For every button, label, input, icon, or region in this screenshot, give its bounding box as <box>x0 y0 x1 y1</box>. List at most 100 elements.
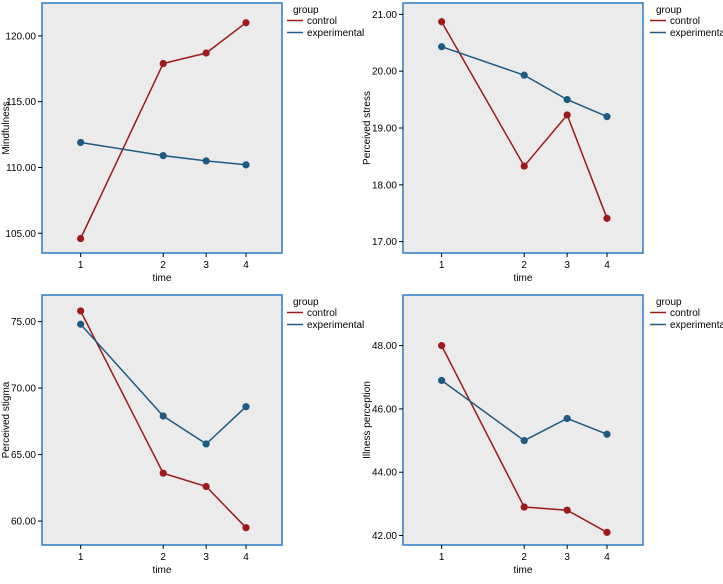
data-point-experimental <box>603 113 611 121</box>
data-point-experimental <box>242 403 250 411</box>
data-point-control <box>202 49 210 57</box>
x-tick-label: 4 <box>604 260 610 271</box>
chart-panel-1: 105.00 110.00 115.00 120.00 1 2 3 4 time Mindfuln… <box>1 2 364 284</box>
data-point-experimental <box>603 430 611 438</box>
x-tick-label: 2 <box>521 260 527 271</box>
data-point-control <box>202 482 210 491</box>
data-point-control <box>77 234 85 243</box>
y-tick-label: 46.00 <box>372 404 397 415</box>
data-point-experimental <box>242 161 250 169</box>
data-point-control <box>520 162 528 170</box>
data-point-experimental <box>438 43 446 51</box>
legend-label-experimental: experimental <box>670 320 723 331</box>
data-point-experimental <box>520 436 528 445</box>
legend-label-control: control <box>670 16 700 27</box>
legend-label-control: control <box>307 308 337 319</box>
x-tick-label: 1 <box>78 552 84 563</box>
y-tick-label: 65.00 <box>11 450 36 461</box>
legend-label-experimental: experimental <box>670 28 723 39</box>
data-point-control <box>77 307 85 315</box>
y-axis-label: Perceived stigma <box>1 381 12 458</box>
data-point-experimental <box>77 138 85 147</box>
y-tick-label: 48.00 <box>372 341 397 352</box>
series-line-control <box>440 21 608 219</box>
x-tick-label: 1 <box>439 260 445 271</box>
y-tick-label: 110.00 <box>6 163 36 174</box>
x-tick-label: 3 <box>203 260 209 271</box>
data-point-control <box>603 528 611 536</box>
data-point-experimental <box>202 440 210 448</box>
data-point-experimental <box>202 157 210 165</box>
y-axis-label: Illness perception <box>362 381 373 459</box>
x-tick-label: 2 <box>521 552 527 563</box>
y-tick-label: 75.00 <box>11 317 36 328</box>
chart-panel-4: 42.00 44.00 46.00 48.00 1 2 3 4 time Illness perc… <box>362 294 723 576</box>
data-point-control <box>159 469 167 477</box>
y-tick-label: 18.00 <box>372 180 397 191</box>
legend-label-experimental: experimental <box>307 28 364 39</box>
y-tick-label: 70.00 <box>11 384 36 395</box>
series-line-experimental <box>80 141 247 166</box>
data-point-control <box>603 214 611 222</box>
data-point-control <box>520 503 528 511</box>
y-tick-label: 60.00 <box>11 517 36 528</box>
y-tick-label: 17.00 <box>372 237 397 248</box>
x-tick-label: 2 <box>160 260 166 271</box>
series-line-experimental <box>441 45 608 118</box>
y-tick-label: 115.00 <box>6 97 36 108</box>
x-tick-label: 4 <box>604 552 610 563</box>
data-point-experimental <box>159 412 167 420</box>
legend-title: group <box>656 297 682 308</box>
legend-title: group <box>656 5 682 16</box>
series-line-experimental <box>80 323 247 445</box>
data-point-experimental <box>520 71 528 79</box>
legend-label-experimental: experimental <box>307 320 364 331</box>
x-axis-label: time <box>514 273 533 284</box>
legend-label-control: control <box>670 308 700 319</box>
y-axis-label: Perceived stress <box>362 91 373 165</box>
x-axis-label: time <box>514 565 533 576</box>
data-point-control <box>563 506 571 514</box>
x-tick-label: 1 <box>78 260 84 271</box>
x-tick-label: 2 <box>160 552 166 563</box>
legend-title: group <box>293 5 319 16</box>
data-point-experimental <box>563 95 571 104</box>
y-tick-label: 42.00 <box>372 531 397 542</box>
data-point-experimental <box>159 152 167 160</box>
series-line-control <box>79 310 247 529</box>
series-line-experimental <box>441 379 608 442</box>
x-tick-label: 4 <box>243 552 249 563</box>
y-axis-label: Mindfulness <box>1 101 12 154</box>
y-tick-label: 21.00 <box>372 10 397 21</box>
series-line-control <box>440 345 608 533</box>
chart-panel-2: 17.00 18.00 19.00 20.00 21.00 1 2 3 4 time Perceiv… <box>362 2 723 284</box>
y-tick-label: 120.00 <box>5 31 36 42</box>
data-point-control <box>438 18 446 26</box>
legend-label-control: control <box>307 16 337 27</box>
x-axis-label: time <box>153 273 172 284</box>
y-tick-label: 20.00 <box>372 67 397 78</box>
data-point-experimental <box>77 320 85 328</box>
data-point-control <box>563 111 571 119</box>
x-tick-label: 3 <box>564 260 570 271</box>
y-tick-label: 19.00 <box>372 124 397 135</box>
chart-panel-3: 60.00 65.00 70.00 75.00 1 2 3 4 time Perceived st… <box>1 294 364 576</box>
y-tick-label: 105.00 <box>5 229 36 240</box>
plot-area <box>41 2 283 254</box>
y-tick-label: 44.00 <box>372 468 397 479</box>
plot-area <box>41 294 283 546</box>
data-point-experimental <box>438 376 446 385</box>
data-point-control <box>159 59 167 68</box>
data-point-experimental <box>563 414 571 423</box>
legend-title: group <box>293 297 319 308</box>
x-tick-label: 1 <box>439 552 445 563</box>
x-axis-label: time <box>153 565 172 576</box>
x-tick-label: 3 <box>203 552 209 563</box>
data-point-control <box>438 342 446 350</box>
data-point-control <box>242 19 250 27</box>
